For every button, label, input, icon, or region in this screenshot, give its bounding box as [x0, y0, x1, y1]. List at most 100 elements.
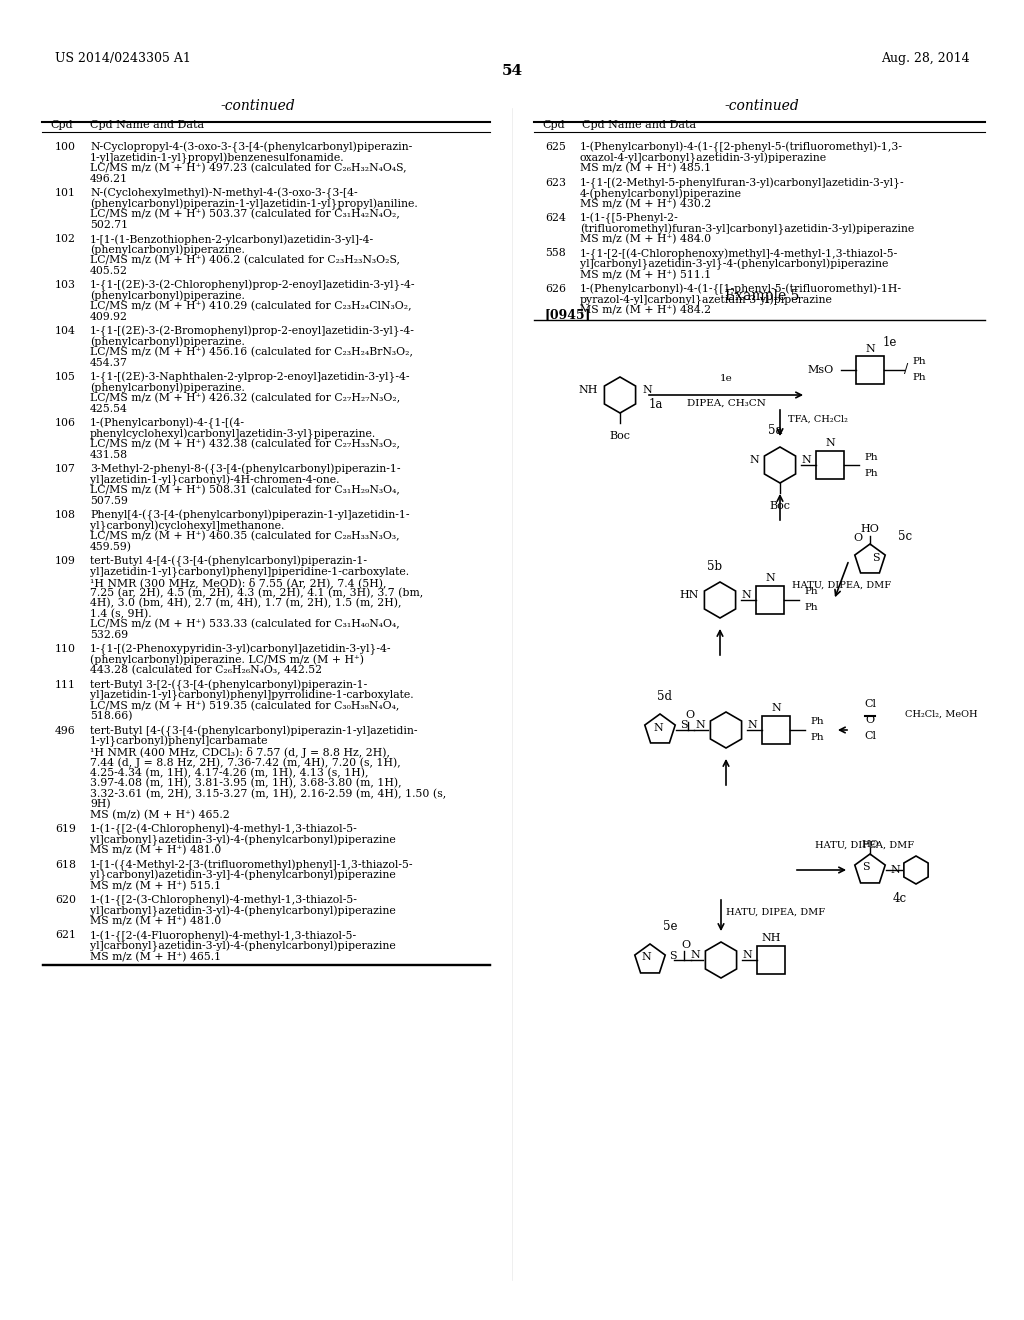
Text: N: N [695, 719, 705, 730]
Text: 110: 110 [55, 644, 76, 653]
Text: 4H), 3.0 (bm, 4H), 2.7 (m, 4H), 1.7 (m, 2H), 1.5 (m, 2H),: 4H), 3.0 (bm, 4H), 2.7 (m, 4H), 1.7 (m, … [90, 598, 401, 609]
Text: 1-{1-[(2-Phenoxypyridin-3-yl)carbonyl]azetidin-3-yl}-4-: 1-{1-[(2-Phenoxypyridin-3-yl)carbonyl]az… [90, 644, 391, 655]
Text: phenylcyclohexyl)carbonyl]azetidin-3-yl}piperazine.: phenylcyclohexyl)carbonyl]azetidin-3-yl}… [90, 429, 376, 440]
Text: yl}carbonyl)azetidin-3-yl]-4-(phenylcarbonyl)piperazine: yl}carbonyl)azetidin-3-yl]-4-(phenylcarb… [90, 870, 395, 882]
Text: -continued: -continued [220, 99, 295, 114]
Text: HN: HN [680, 590, 699, 601]
Text: 1-{1-[(2E)-3-(2-Bromophenyl)prop-2-enoyl]azetidin-3-yl}-4-: 1-{1-[(2E)-3-(2-Bromophenyl)prop-2-enoyl… [90, 326, 415, 338]
Text: 102: 102 [55, 234, 76, 244]
Text: [0945]: [0945] [545, 308, 592, 321]
Text: MS m/z (M + H⁺) 515.1: MS m/z (M + H⁺) 515.1 [90, 880, 221, 891]
Text: 3.97-4.08 (m, 1H), 3.81-3.95 (m, 1H), 3.68-3.80 (m, 1H),: 3.97-4.08 (m, 1H), 3.81-3.95 (m, 1H), 3.… [90, 777, 401, 788]
Text: 454.37: 454.37 [90, 358, 128, 367]
Text: N: N [742, 950, 752, 960]
Text: Ph: Ph [810, 734, 823, 742]
Text: 5c: 5c [898, 529, 912, 543]
Text: HATU, DIPEA, DMF: HATU, DIPEA, DMF [815, 841, 914, 850]
Text: N: N [746, 719, 757, 730]
Text: 459.59): 459.59) [90, 541, 132, 552]
Text: 1-yl]azetidin-1-yl}propyl)benzenesulfonamide.: 1-yl]azetidin-1-yl}propyl)benzenesulfona… [90, 153, 345, 164]
Text: O: O [681, 940, 690, 950]
Text: 103: 103 [55, 280, 76, 290]
Text: 496: 496 [55, 726, 76, 735]
Text: (phenylcarbonyl)piperazine. LC/MS m/z (M + H⁺): (phenylcarbonyl)piperazine. LC/MS m/z (M… [90, 655, 364, 665]
Text: yl]azetidin-1-yl}carbonyl)phenyl]piperidine-1-carboxylate.: yl]azetidin-1-yl}carbonyl)phenyl]piperid… [90, 566, 410, 578]
Text: yl]carbonyl}azetidin-3-yl)-4-(phenylcarbonyl)piperazine: yl]carbonyl}azetidin-3-yl)-4-(phenylcarb… [90, 834, 395, 846]
Text: 558: 558 [545, 248, 565, 259]
Text: 1-{1-[2-[(4-Chlorophenoxy)methyl]-4-methyl-1,3-thiazol-5-: 1-{1-[2-[(4-Chlorophenoxy)methyl]-4-meth… [580, 248, 898, 260]
Text: N: N [653, 723, 663, 733]
Text: oxazol-4-yl]carbonyl}azetidin-3-yl)piperazine: oxazol-4-yl]carbonyl}azetidin-3-yl)piper… [580, 153, 827, 164]
Text: 621: 621 [55, 931, 76, 940]
Text: 9H): 9H) [90, 799, 111, 809]
Text: -continued: -continued [725, 99, 800, 114]
Text: 496.21: 496.21 [90, 173, 128, 183]
Text: 106: 106 [55, 418, 76, 428]
Text: LC/MS m/z (M + H⁺) 503.37 (calculated for C₃₁H₄₂N₄O₂,: LC/MS m/z (M + H⁺) 503.37 (calculated fo… [90, 209, 400, 219]
Text: O: O [865, 715, 874, 725]
Text: US 2014/0243305 A1: US 2014/0243305 A1 [55, 51, 190, 65]
Text: 108: 108 [55, 510, 76, 520]
Text: 4c: 4c [893, 891, 907, 904]
Text: LC/MS m/z (M + H⁺) 406.2 (calculated for C₂₃H₂₃N₃O₂S,: LC/MS m/z (M + H⁺) 406.2 (calculated for… [90, 255, 400, 265]
Text: yl]carbonyl}azetidin-3-yl)-4-(phenylcarbonyl)piperazine: yl]carbonyl}azetidin-3-yl)-4-(phenylcarb… [90, 941, 395, 952]
Text: /: / [904, 363, 908, 376]
Text: 107: 107 [55, 465, 76, 474]
Text: (phenylcarbonyl)piperazin-1-yl]azetidin-1-yl}propyl)aniline.: (phenylcarbonyl)piperazin-1-yl]azetidin-… [90, 198, 418, 210]
Text: yl]carbonyl}azetidin-3-yl}-4-(phenylcarbonyl)piperazine: yl]carbonyl}azetidin-3-yl}-4-(phenylcarb… [580, 259, 889, 271]
Text: 105: 105 [55, 372, 76, 381]
Text: N: N [642, 385, 651, 395]
Text: 104: 104 [55, 326, 76, 337]
Text: tert-Butyl [4-({3-[4-(phenylcarbonyl)piperazin-1-yl]azetidin-: tert-Butyl [4-({3-[4-(phenylcarbonyl)pip… [90, 726, 418, 737]
Text: MsO: MsO [808, 366, 835, 375]
Text: LC/MS m/z (M + H⁺) 533.33 (calculated for C₃₁H₄₀N₄O₄,: LC/MS m/z (M + H⁺) 533.33 (calculated fo… [90, 619, 399, 630]
Text: N: N [801, 455, 811, 465]
Text: TFA, CH₂Cl₂: TFA, CH₂Cl₂ [788, 414, 848, 424]
Text: 405.52: 405.52 [90, 265, 128, 276]
Text: 109: 109 [55, 556, 76, 566]
Text: 1-(Phenylcarbonyl)-4-{1-[(4-: 1-(Phenylcarbonyl)-4-{1-[(4- [90, 418, 245, 429]
Text: LC/MS m/z (M + H⁺) 426.32 (calculated for C₂₇H₂₇N₃O₂,: LC/MS m/z (M + H⁺) 426.32 (calculated fo… [90, 393, 400, 404]
Text: MS m/z (M + H⁺) 465.1: MS m/z (M + H⁺) 465.1 [90, 952, 221, 962]
Text: 1-[1-({4-Methyl-2-[3-(trifluoromethyl)phenyl]-1,3-thiazol-5-: 1-[1-({4-Methyl-2-[3-(trifluoromethyl)ph… [90, 859, 414, 871]
Text: Phenyl[4-({3-[4-(phenylcarbonyl)piperazin-1-yl]azetidin-1-: Phenyl[4-({3-[4-(phenylcarbonyl)piperazi… [90, 510, 410, 521]
Text: 7.25 (ar, 2H), 4.5 (m, 2H), 4.3 (m, 2H), 4.1 (m, 3H), 3.7 (bm,: 7.25 (ar, 2H), 4.5 (m, 2H), 4.3 (m, 2H),… [90, 587, 423, 598]
Text: LC/MS m/z (M + H⁺) 497.23 (calculated for C₂₆H₃₂N₄O₄S,: LC/MS m/z (M + H⁺) 497.23 (calculated fo… [90, 162, 407, 173]
Text: HATU, DIPEA, DMF: HATU, DIPEA, DMF [726, 908, 825, 916]
Text: N-Cyclopropyl-4-(3-oxo-3-{3-[4-(phenylcarbonyl)piperazin-: N-Cyclopropyl-4-(3-oxo-3-{3-[4-(phenylca… [90, 143, 413, 153]
Text: LC/MS m/z (M + H⁺) 460.35 (calculated for C₂₈H₃₃N₃O₃,: LC/MS m/z (M + H⁺) 460.35 (calculated fo… [90, 531, 399, 541]
Text: yl]carbonyl}azetidin-3-yl)-4-(phenylcarbonyl)piperazine: yl]carbonyl}azetidin-3-yl)-4-(phenylcarb… [90, 906, 395, 917]
Text: N: N [641, 952, 651, 962]
Text: Cpd: Cpd [50, 120, 73, 129]
Text: 1-{1-[(2E)-3-Naphthalen-2-ylprop-2-enoyl]azetidin-3-yl}-4-: 1-{1-[(2E)-3-Naphthalen-2-ylprop-2-enoyl… [90, 372, 411, 383]
Text: 7.44 (d, J = 8.8 Hz, 2H), 7.36-7.42 (m, 4H), 7.20 (s, 1H),: 7.44 (d, J = 8.8 Hz, 2H), 7.36-7.42 (m, … [90, 756, 400, 767]
Text: yl}carbonyl)cyclohexyl]methanone.: yl}carbonyl)cyclohexyl]methanone. [90, 520, 285, 532]
Text: Ph: Ph [804, 603, 817, 612]
Text: (phenylcarbonyl)piperazine.: (phenylcarbonyl)piperazine. [90, 290, 245, 301]
Text: 1-(1-{[2-(4-Chlorophenyl)-4-methyl-1,3-thiazol-5-: 1-(1-{[2-(4-Chlorophenyl)-4-methyl-1,3-t… [90, 824, 357, 836]
Text: yl]azetidin-1-yl}carbonyl)-4H-chromen-4-one.: yl]azetidin-1-yl}carbonyl)-4H-chromen-4-… [90, 474, 340, 486]
Text: tert-Butyl 4-[4-({3-[4-(phenylcarbonyl)piperazin-1-: tert-Butyl 4-[4-({3-[4-(phenylcarbonyl)p… [90, 556, 367, 568]
Text: 1a: 1a [649, 399, 664, 412]
Text: Ph: Ph [810, 718, 823, 726]
Text: N: N [771, 704, 781, 713]
Text: N: N [690, 950, 700, 960]
Text: 1-(1-{[5-Phenyl-2-: 1-(1-{[5-Phenyl-2- [580, 213, 679, 224]
Text: (phenylcarbonyl)piperazine.: (phenylcarbonyl)piperazine. [90, 337, 245, 347]
Text: DIPEA, CH₃CN: DIPEA, CH₃CN [686, 399, 765, 408]
Text: MS m/z (M + H⁺) 484.2: MS m/z (M + H⁺) 484.2 [580, 305, 711, 315]
Text: N: N [890, 865, 900, 875]
Text: 5d: 5d [657, 689, 673, 702]
Text: Cpd Name and Data: Cpd Name and Data [90, 120, 204, 129]
Text: 1-{1-[(2E)-3-(2-Chlorophenyl)prop-2-enoyl]azetidin-3-yl}-4-: 1-{1-[(2E)-3-(2-Chlorophenyl)prop-2-enoy… [90, 280, 416, 292]
Text: 425.54: 425.54 [90, 404, 128, 413]
Text: 619: 619 [55, 824, 76, 834]
Text: N: N [741, 590, 751, 601]
Text: 1-yl}carbonyl)phenyl]carbamate: 1-yl}carbonyl)phenyl]carbamate [90, 737, 268, 747]
Text: N: N [825, 438, 835, 447]
Text: 1-(1-{[2-(4-Fluorophenyl)-4-methyl-1,3-thiazol-5-: 1-(1-{[2-(4-Fluorophenyl)-4-methyl-1,3-t… [90, 931, 357, 942]
Text: 5a: 5a [768, 425, 782, 437]
Text: Ph: Ph [912, 374, 926, 383]
Text: 431.58: 431.58 [90, 450, 128, 459]
Text: S: S [872, 553, 880, 564]
